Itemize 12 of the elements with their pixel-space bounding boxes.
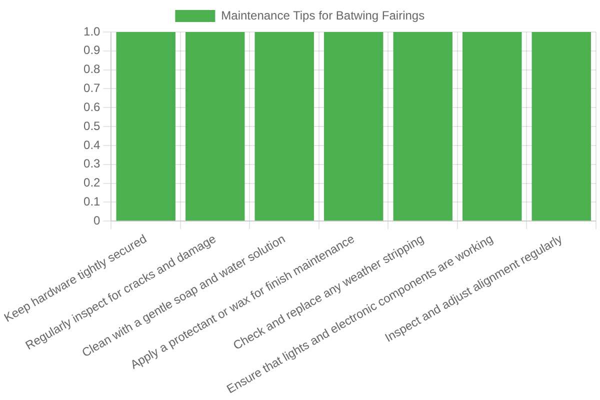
y-tick-label: 0 bbox=[94, 213, 101, 228]
y-tick-label: 0.5 bbox=[84, 118, 101, 133]
y-tick-label: 0.6 bbox=[84, 100, 101, 114]
y-tick-label: 0.2 bbox=[84, 176, 101, 190]
y-tick-label: 0.4 bbox=[84, 138, 101, 152]
y-tick-label: 0.9 bbox=[84, 43, 101, 58]
y-tick-label: 0.3 bbox=[84, 156, 101, 171]
y-tick-label: 1.0 bbox=[84, 24, 101, 38]
y-tick-label: 0.1 bbox=[84, 194, 101, 209]
legend-label: Maintenance Tips for Batwing Fairings bbox=[221, 8, 425, 22]
y-tick-label: 0.7 bbox=[84, 81, 101, 96]
y-tick-label: 0.8 bbox=[84, 62, 101, 76]
